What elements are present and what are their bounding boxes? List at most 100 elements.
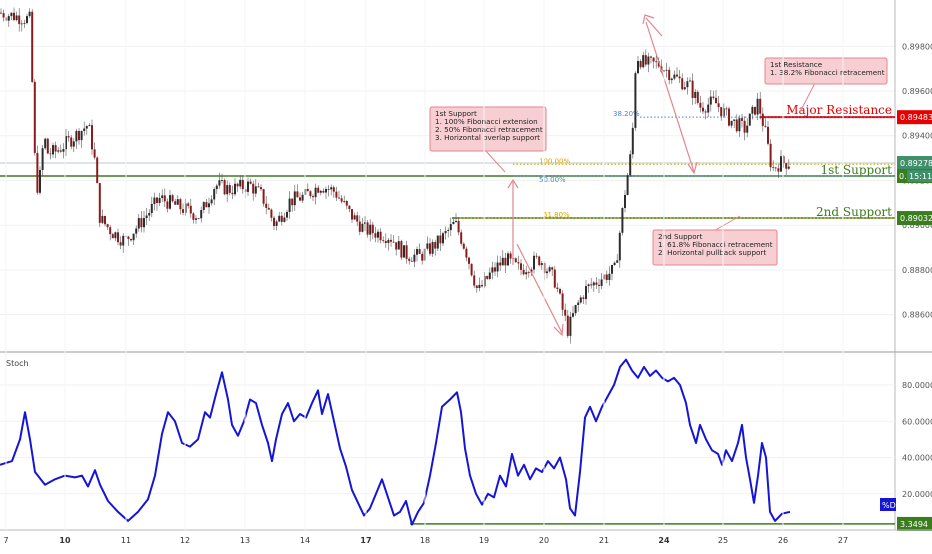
candle xyxy=(707,98,710,118)
candle xyxy=(678,70,681,84)
candle xyxy=(109,224,112,241)
candle xyxy=(535,253,538,259)
candle xyxy=(7,13,10,27)
second-support-price-tag: 0.89032 xyxy=(897,211,932,226)
candle xyxy=(483,271,486,289)
candle xyxy=(709,89,712,112)
candle xyxy=(668,66,671,85)
candle xyxy=(767,121,769,146)
candle xyxy=(85,125,88,135)
stoch-tick-label: 40.0000 xyxy=(902,454,932,463)
arrow-up-icon xyxy=(507,178,519,189)
candle xyxy=(582,295,585,304)
candle xyxy=(75,128,78,149)
candle xyxy=(283,212,286,223)
candle xyxy=(218,172,221,189)
time-tick-label: 27 xyxy=(838,536,848,545)
candle xyxy=(28,8,31,18)
candle xyxy=(598,278,600,294)
candle xyxy=(322,188,325,194)
candle xyxy=(278,211,281,223)
candle xyxy=(387,238,390,251)
candle xyxy=(522,264,525,276)
time-axis: 7 10 11 12 13 14 17 18 19 20 21 24 25 26 27 xyxy=(3,0,848,545)
candle xyxy=(421,251,424,265)
candle xyxy=(616,254,619,263)
callout-line: 2nd Support xyxy=(658,232,703,241)
candle xyxy=(772,160,775,172)
candle xyxy=(764,118,767,128)
candle xyxy=(410,257,413,262)
current-price-tag: 0.89278 xyxy=(897,156,932,171)
candle xyxy=(743,116,746,141)
candle xyxy=(200,206,203,223)
candle xyxy=(356,211,359,226)
stoch-legend-tag: %D xyxy=(880,498,896,511)
candle xyxy=(639,59,642,70)
candle xyxy=(587,283,590,293)
candle xyxy=(748,113,751,126)
stoch-tick-label: 60.0000 xyxy=(902,417,932,426)
candle xyxy=(366,220,369,238)
candle xyxy=(491,261,494,280)
candle xyxy=(559,287,561,295)
candle xyxy=(182,203,184,216)
candle xyxy=(163,188,166,208)
candle xyxy=(39,166,41,195)
candle xyxy=(20,20,23,32)
candle xyxy=(447,227,450,238)
candle xyxy=(143,210,145,233)
candle xyxy=(431,239,434,257)
candle xyxy=(624,190,626,213)
svg-text:0.89032: 0.89032 xyxy=(900,214,932,223)
candle xyxy=(46,138,49,154)
candle xyxy=(577,299,580,312)
candle xyxy=(650,55,652,64)
candle xyxy=(574,304,577,316)
time-tick-label: 21 xyxy=(599,536,609,545)
candle xyxy=(145,207,148,226)
candle xyxy=(153,192,156,211)
candle xyxy=(88,123,91,127)
candle xyxy=(473,270,476,289)
candle xyxy=(221,173,223,184)
candle xyxy=(226,180,229,202)
time-tick-label: 25 xyxy=(718,536,728,545)
candle xyxy=(733,119,736,128)
candle xyxy=(10,12,13,20)
candle xyxy=(782,155,785,168)
candle xyxy=(600,273,603,290)
second-support-label: 2nd Support xyxy=(816,205,892,219)
candle xyxy=(449,217,452,236)
candle xyxy=(548,265,551,273)
candle xyxy=(254,179,257,198)
candle xyxy=(637,56,639,75)
candle xyxy=(267,203,270,210)
candle xyxy=(65,128,67,156)
candle xyxy=(725,106,728,116)
candle xyxy=(137,213,140,232)
candle xyxy=(374,226,377,243)
time-tick-label: 18 xyxy=(420,536,430,545)
candle xyxy=(262,188,265,207)
candle xyxy=(291,198,294,212)
candle xyxy=(234,178,236,197)
time-tick-label: 26 xyxy=(778,536,788,545)
stoch-pane: Stoch 20.0000 40.0000 60.0000 80.0000 %D 3.3… xyxy=(0,352,932,531)
candle xyxy=(371,221,374,240)
candle xyxy=(67,131,70,142)
price-tick-label: 0.88600 xyxy=(902,311,932,320)
candle xyxy=(70,134,73,150)
candle xyxy=(556,282,559,293)
candle xyxy=(413,249,416,268)
candle xyxy=(361,217,364,233)
time-tick-label: 11 xyxy=(121,536,131,545)
candle xyxy=(665,62,668,78)
arrow-down-icon xyxy=(687,161,698,175)
time-tick-label: 19 xyxy=(479,536,489,545)
candle xyxy=(314,183,317,205)
candle xyxy=(468,256,470,270)
candle xyxy=(517,255,520,270)
candle xyxy=(239,175,242,189)
